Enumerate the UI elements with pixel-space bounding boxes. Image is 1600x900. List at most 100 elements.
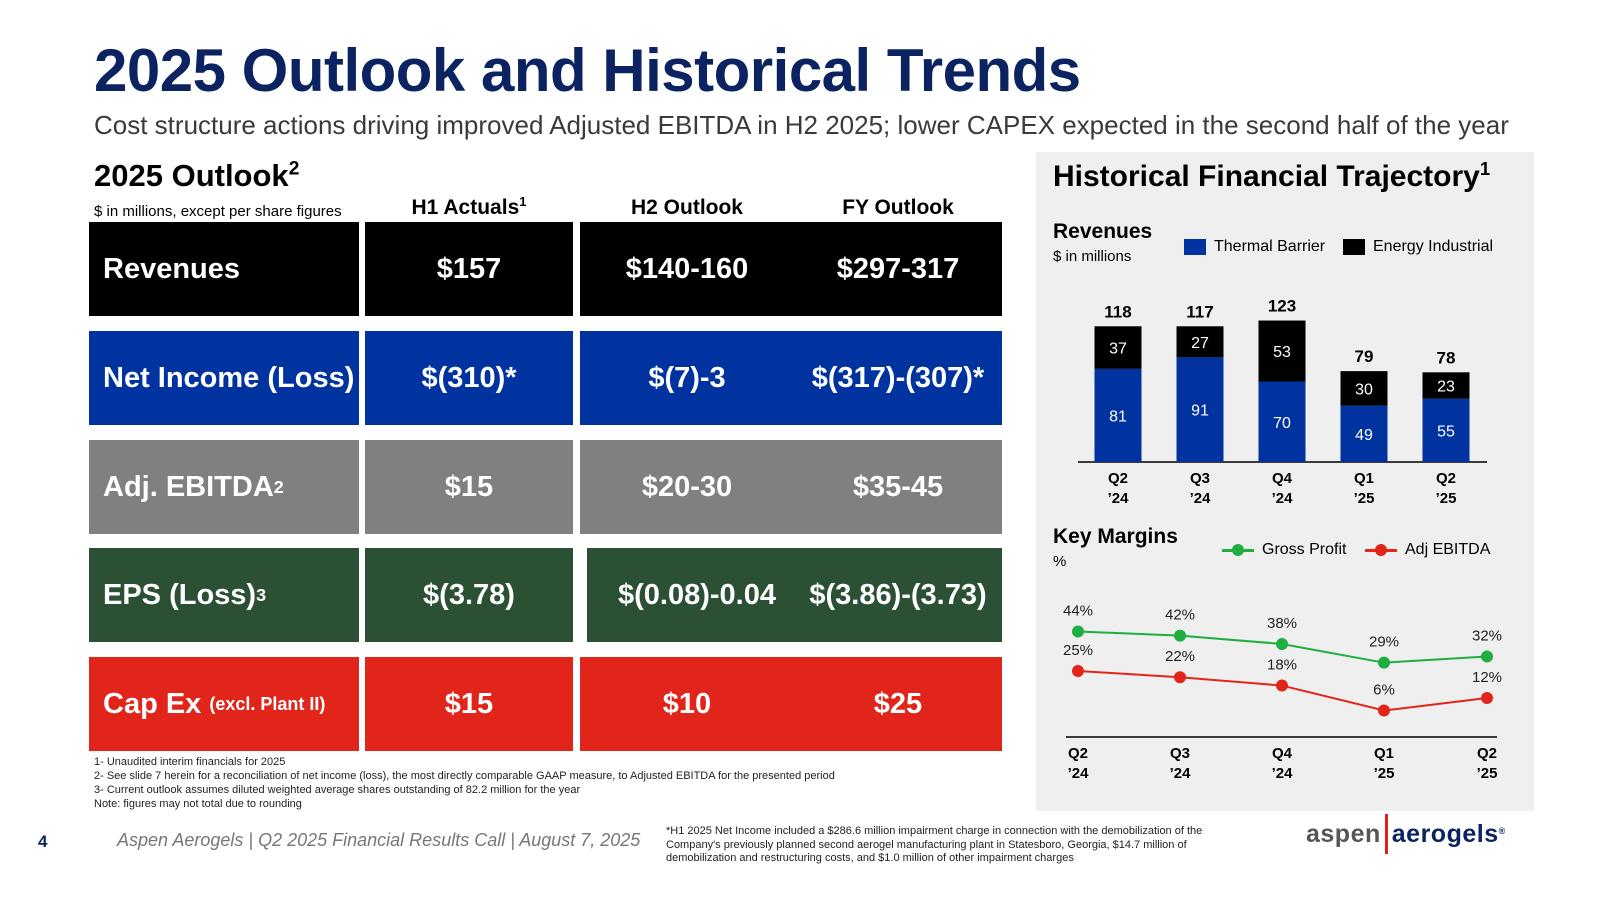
table-cell: $157 — [365, 222, 573, 316]
column-header-footnote: 1 — [519, 194, 527, 209]
logo-divider — [1384, 814, 1388, 854]
bar-value-label: 23 — [1437, 379, 1455, 396]
row-label-1: Revenues — [89, 222, 359, 316]
footnote-line: 2- See slide 7 herein for a reconciliati… — [94, 770, 835, 782]
bar-total-label: 79 — [1355, 347, 1374, 366]
energy-industrial-bar — [1094, 326, 1142, 369]
x-tick-label: ’25 — [1477, 765, 1498, 782]
row-label-3: Adj. EBITDA 2 — [89, 440, 359, 534]
x-tick-label: Q3 — [1190, 470, 1210, 487]
gross-profit-point — [1072, 625, 1084, 638]
thermal-barrier-legend-label: Thermal Barrier — [1214, 238, 1326, 255]
x-tick-label: Q2 — [1108, 470, 1128, 487]
bar-value-label: 27 — [1191, 335, 1209, 352]
x-tick-label: Q2 — [1068, 745, 1088, 762]
bar-total-label: 123 — [1268, 297, 1296, 316]
thermal-barrier-bar — [1340, 405, 1388, 462]
table-cell: $(7)-3 — [580, 331, 794, 425]
trajectory-title-footnote: 1 — [1479, 158, 1491, 179]
row-label-text: EPS (Loss) — [103, 578, 257, 611]
row-label-4: EPS (Loss) 3 — [89, 548, 359, 642]
bar-total-label: 78 — [1437, 348, 1456, 367]
energy-industrial-bar — [1422, 372, 1470, 399]
outlook-units: $ in millions, except per share figures — [94, 203, 342, 220]
thermal-barrier-swatch — [1184, 239, 1206, 255]
x-tick-label: Q2 — [1477, 745, 1497, 762]
bar-value-label: 55 — [1437, 423, 1455, 440]
gross-profit-legend-label: Gross Profit — [1262, 541, 1347, 558]
row-label-text: Adj. EBITDA — [103, 470, 274, 503]
revenues-units: $ in millions — [1053, 248, 1132, 265]
column-header-2: H2 Outlook — [580, 196, 794, 220]
data-label: 42% — [1165, 607, 1195, 624]
thermal-barrier-bar — [1094, 368, 1142, 462]
table-cell: $(0.08)-0.04 — [587, 548, 807, 642]
table-cell: $25 — [794, 657, 1002, 751]
column-header-1: H1 Actuals1 — [365, 194, 573, 220]
logo-registered-mark: ® — [1498, 826, 1506, 836]
gross-profit-point — [1276, 637, 1288, 650]
data-label: 29% — [1369, 634, 1399, 651]
table-cell: $10 — [580, 657, 794, 751]
gross-profit-point — [1481, 650, 1493, 663]
gross-profit-legend-marker — [1222, 543, 1254, 556]
page-subtitle: Cost structure actions driving improved … — [94, 110, 1509, 140]
outlook-title-footnote: 2 — [288, 158, 300, 180]
table-cell: $(3.78) — [365, 548, 573, 642]
bar-value-label: 49 — [1355, 427, 1373, 444]
logo-right-text: aerogels — [1391, 819, 1499, 848]
x-tick-label: Q1 — [1374, 745, 1394, 762]
x-tick-label: ’24 — [1068, 765, 1090, 782]
bar-total-label: 117 — [1186, 302, 1213, 321]
bar-value-label: 30 — [1355, 381, 1373, 398]
revenues-legend-energy: Energy Industrial — [1343, 238, 1493, 256]
page-number: 4 — [38, 832, 48, 851]
footer-note: *H1 2025 Net Income included a $286.6 mi… — [666, 825, 1203, 864]
footer-text: Aspen Aerogels | Q2 2025 Financial Resul… — [117, 830, 641, 850]
x-tick-label: Q1 — [1354, 470, 1374, 487]
table-cell: $35-45 — [794, 440, 1002, 534]
row-label-text: Net Income (Loss) — [103, 361, 355, 394]
bar-value-label: 81 — [1109, 408, 1127, 425]
table-cell: $15 — [365, 657, 573, 751]
bar-total-label: 118 — [1104, 302, 1131, 321]
x-tick-label: ’24 — [1108, 490, 1130, 507]
energy-industrial-bar — [1258, 320, 1306, 382]
bar-value-label: 37 — [1109, 341, 1127, 358]
trajectory-panel: Historical Financial Trajectory1 Revenue… — [1036, 152, 1534, 811]
footnote-line: 1- Unaudited interim financials for 2025 — [94, 756, 286, 768]
data-label: 44% — [1063, 602, 1093, 619]
column-header-label: FY Outlook — [842, 196, 954, 219]
table-cell: $(317)-(307)* — [794, 331, 1002, 425]
outlook-title: 2025 Outlook2 — [94, 158, 299, 194]
x-tick-label: ’25 — [1436, 490, 1457, 507]
adj-ebitda-point — [1174, 671, 1186, 684]
revenues-legend-thermal: Thermal Barrier — [1184, 238, 1325, 256]
data-label: 12% — [1472, 669, 1502, 686]
aspen-aerogels-logo: aspen aerogels ® — [1306, 814, 1505, 854]
x-tick-label: Q3 — [1170, 745, 1190, 762]
energy-industrial-bar — [1176, 326, 1224, 358]
table-cell: $140-160 — [580, 222, 794, 316]
adj-ebitda-point — [1276, 679, 1288, 692]
thermal-barrier-bar — [1422, 398, 1470, 462]
column-header-3: FY Outlook — [794, 196, 1002, 220]
revenues-chart: 81 37 118 Q2 ’24 91 27 117 Q3 ’24 70 53 123 Q4 ’24 49 30… — [1078, 297, 1487, 507]
table-cell: $15 — [365, 440, 573, 534]
table-cell: $(310)* — [365, 331, 573, 425]
column-header-label: H2 Outlook — [630, 196, 743, 219]
table-cell: $20-30 — [580, 440, 794, 534]
energy-industrial-bar — [1340, 371, 1388, 406]
x-tick-label: ’24 — [1170, 765, 1192, 782]
footnotes: 1- Unaudited interim financials for 2025… — [94, 755, 835, 811]
footnote-line: Note: figures may not total due to round… — [94, 798, 302, 810]
adj-ebitda-point — [1481, 692, 1493, 705]
row-label-qualifier: (excl. Plant II) — [209, 693, 326, 714]
energy-industrial-swatch — [1343, 239, 1365, 255]
row-label-2: Net Income (Loss) — [89, 331, 359, 425]
margins-units: % — [1053, 553, 1067, 570]
margins-title: Key Margins — [1053, 525, 1178, 548]
revenues-title: Revenues — [1053, 220, 1153, 243]
margins-legend-ebitda: Adj EBITDA — [1365, 541, 1490, 559]
data-label: 6% — [1373, 682, 1395, 699]
